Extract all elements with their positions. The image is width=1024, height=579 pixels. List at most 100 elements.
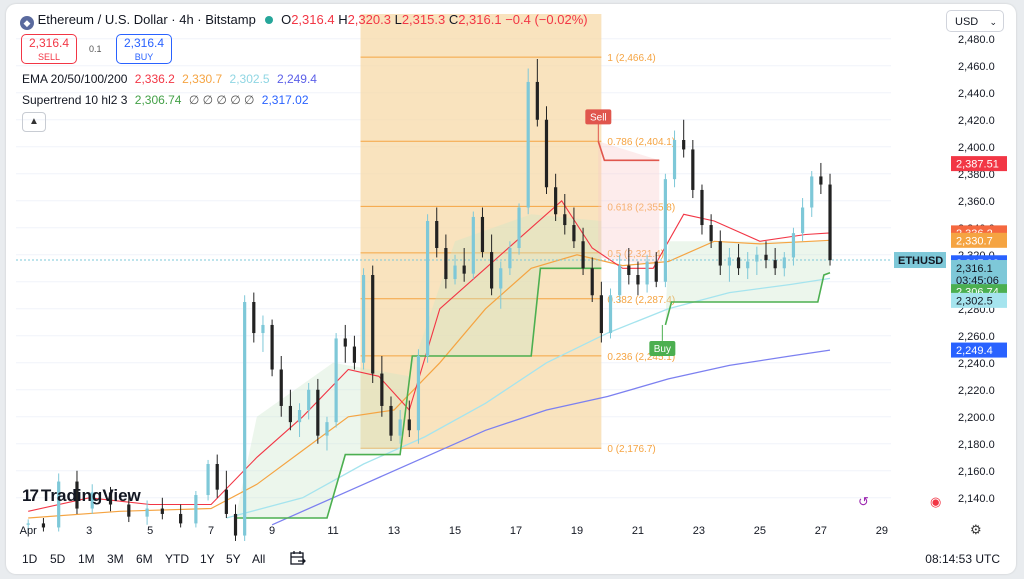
candle-body-40[interactable] <box>471 216 475 274</box>
supertrend-legend[interactable]: Supertrend 10 hl2 3 2,306.74 ∅ ∅ ∅ ∅ ∅ 2… <box>22 93 309 107</box>
candle-body-39[interactable] <box>462 265 466 274</box>
candle-body-33[interactable] <box>407 419 411 431</box>
candle-body-9[interactable] <box>179 513 183 524</box>
candle-body-15[interactable] <box>243 302 247 536</box>
currency-select[interactable]: USD ⌄ <box>946 10 1004 32</box>
symbol-tag[interactable] <box>894 252 946 269</box>
candle-body-24[interactable] <box>325 422 329 436</box>
timeframe-1m[interactable]: 1M <box>78 552 95 566</box>
candle-body-13[interactable] <box>224 489 228 514</box>
candle-body-79[interactable] <box>828 184 832 261</box>
timeframe-1y[interactable]: 1Y <box>200 552 215 566</box>
candle-body-37[interactable] <box>444 248 448 280</box>
timeframe-3m[interactable]: 3M <box>107 552 124 566</box>
candle-body-21[interactable] <box>297 410 302 423</box>
candle-body-25[interactable] <box>334 338 338 423</box>
sell-button[interactable]: 2,316.4 SELL <box>21 34 77 64</box>
timeframe-all[interactable]: All <box>252 552 266 566</box>
candle-body-38[interactable] <box>453 265 457 280</box>
candle-body-20[interactable] <box>288 405 292 423</box>
candle-body-67[interactable] <box>718 241 722 266</box>
candle-body-12[interactable] <box>215 464 219 490</box>
candle-body-3[interactable] <box>75 481 79 509</box>
candle-body-65[interactable] <box>700 189 704 226</box>
candle-body-76[interactable] <box>800 207 805 234</box>
tradingview-logo[interactable]: 17 TradingView <box>22 486 141 506</box>
candle-body-30[interactable] <box>380 373 384 406</box>
candle-body-42[interactable] <box>490 252 494 289</box>
price-tag-ema200[interactable] <box>951 342 1007 358</box>
candle-body-49[interactable] <box>554 187 558 215</box>
candle-body-62[interactable] <box>672 140 677 180</box>
candle-body-70[interactable] <box>746 261 750 269</box>
candle-body-61[interactable] <box>663 179 667 282</box>
utc-clock[interactable]: 08:14:53 UTC <box>925 552 1000 566</box>
chart-canvas[interactable]: 1 (2,466.4) 0.786 (2,404.1) 0.618 (2,355.8… <box>6 4 1016 574</box>
price-tag-last[interactable] <box>951 260 1007 287</box>
candle-body-17[interactable] <box>261 324 265 334</box>
timeframe-5y[interactable]: 5Y <box>226 552 241 566</box>
replay-icon[interactable]: ↺ <box>858 494 869 509</box>
candle-body-48[interactable] <box>544 119 549 188</box>
candle-body-74[interactable] <box>782 257 786 269</box>
candle-body-60[interactable] <box>654 261 658 282</box>
signal-badge-buy[interactable] <box>649 340 676 356</box>
candle-body-64[interactable] <box>691 149 695 190</box>
candle-body-69[interactable] <box>736 257 741 269</box>
candle-body-78[interactable] <box>819 176 823 185</box>
candle-body-31[interactable] <box>389 405 393 436</box>
candle-body-7[interactable] <box>145 508 149 517</box>
chevron-up-icon[interactable]: ▲ <box>22 112 46 132</box>
candle-body-43[interactable] <box>499 268 503 289</box>
signal-badge-sell[interactable] <box>585 109 612 125</box>
price-tag-ema50[interactable] <box>951 232 1007 248</box>
candle-body-52[interactable] <box>581 241 585 269</box>
calendar-range-icon[interactable] <box>289 550 307 568</box>
candle-body-28[interactable] <box>361 275 366 363</box>
candle-body-54[interactable] <box>599 295 603 334</box>
candle-body-66[interactable] <box>709 225 713 242</box>
candle-body-1[interactable] <box>41 523 46 528</box>
candle-body-55[interactable] <box>608 295 613 334</box>
timeframe-6m[interactable]: 6M <box>136 552 153 566</box>
candle-body-63[interactable] <box>682 140 686 150</box>
candle-body-45[interactable] <box>517 207 521 249</box>
candle-body-16[interactable] <box>252 302 256 334</box>
candle-body-18[interactable] <box>270 324 274 370</box>
candle-body-0[interactable] <box>26 523 30 525</box>
candle-body-44[interactable] <box>508 248 512 269</box>
candle-body-10[interactable] <box>194 495 198 524</box>
candle-body-75[interactable] <box>791 233 796 258</box>
buy-button[interactable]: 2,316.4 BUY <box>116 34 172 64</box>
candle-body-29[interactable] <box>371 275 375 374</box>
candle-body-57[interactable] <box>627 265 631 275</box>
candle-body-58[interactable] <box>636 275 640 285</box>
candle-body-72[interactable] <box>764 254 768 261</box>
candle-body-73[interactable] <box>773 260 777 269</box>
candle-body-23[interactable] <box>316 389 320 436</box>
candle-body-8[interactable] <box>160 508 164 514</box>
candle-body-4[interactable] <box>90 492 94 509</box>
candle-body-6[interactable] <box>127 504 131 517</box>
timeframe-5d[interactable]: 5D <box>50 552 66 566</box>
candle-body-71[interactable] <box>755 254 759 262</box>
candle-body-26[interactable] <box>343 338 347 347</box>
candle-body-59[interactable] <box>645 261 649 285</box>
candle-body-41[interactable] <box>480 216 485 253</box>
candle-body-56[interactable] <box>618 265 622 296</box>
candle-body-36[interactable] <box>435 221 439 248</box>
timeframe-1d[interactable]: 1D <box>22 552 38 566</box>
candle-body-27[interactable] <box>352 346 357 363</box>
candle-body-2[interactable] <box>57 481 61 528</box>
candle-body-32[interactable] <box>398 419 402 436</box>
candle-body-46[interactable] <box>526 81 530 208</box>
candle-body-5[interactable] <box>108 492 113 505</box>
settings-gear-icon[interactable]: ⚙ <box>970 522 982 537</box>
candle-body-50[interactable] <box>563 214 567 226</box>
candle-body-34[interactable] <box>416 356 421 431</box>
candle-body-22[interactable] <box>307 389 311 410</box>
candle-body-11[interactable] <box>206 464 210 496</box>
timeframe-ytd[interactable]: YTD <box>165 552 189 566</box>
symbol-title[interactable]: Ethereum / U.S. Dollar · 4h · Bitstamp <box>37 12 256 27</box>
candle-body-47[interactable] <box>535 81 539 120</box>
